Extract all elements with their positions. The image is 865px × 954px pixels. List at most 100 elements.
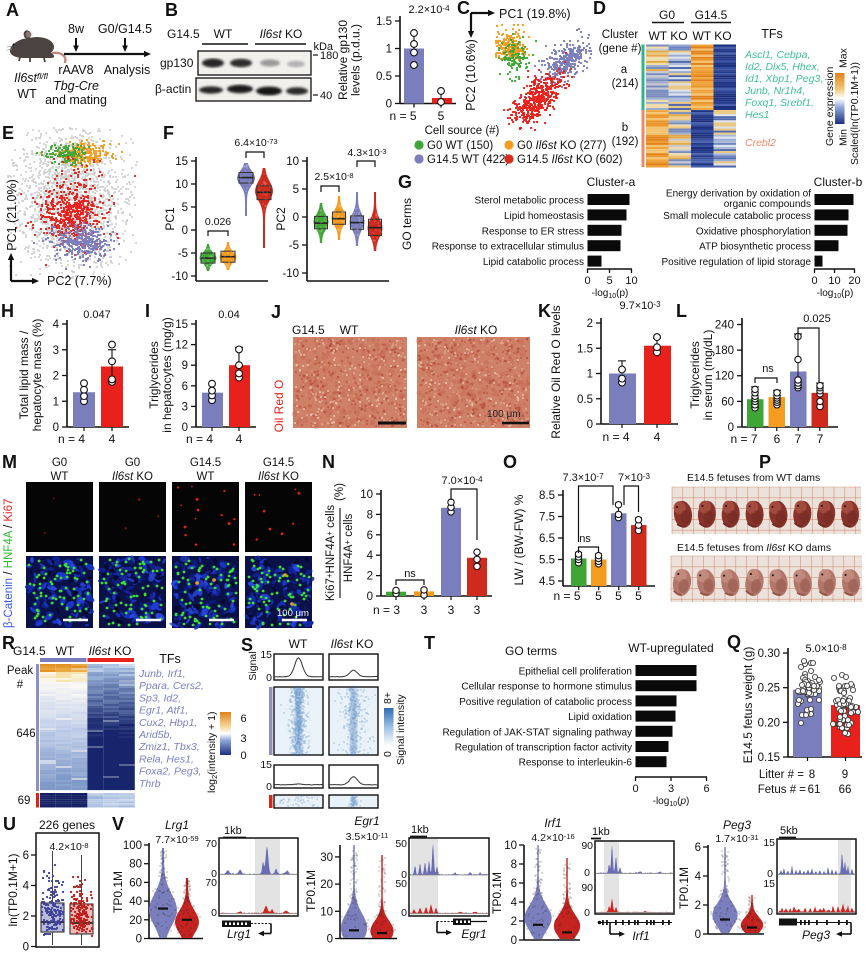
svg-text:Relative gp130: Relative gp130	[336, 20, 350, 100]
svg-text:and mating: and mating	[45, 93, 107, 107]
svg-text:PC2 (7.7%): PC2 (7.7%)	[47, 274, 112, 288]
svg-text:Regulation of transcription fa: Regulation of transcription factor activ…	[455, 743, 632, 754]
svg-text:Thrb: Thrb	[139, 778, 161, 790]
svg-text:240: 240	[715, 319, 734, 331]
svg-text:69: 69	[18, 795, 31, 807]
svg-text:5: 5	[438, 109, 445, 123]
svg-text:G0: G0	[52, 457, 67, 469]
svg-text:1kb: 1kb	[592, 826, 610, 838]
svg-text:n = 4: n = 4	[58, 432, 85, 446]
svg-text:4: 4	[53, 319, 60, 331]
svg-text:40: 40	[129, 896, 142, 908]
svg-text:Small molecule catabolic proce: Small molecule catabolic process	[663, 211, 811, 222]
svg-text:15: 15	[763, 837, 775, 849]
svg-text:6: 6	[367, 530, 373, 542]
svg-text:4: 4	[511, 897, 518, 909]
svg-text:5: 5	[182, 202, 188, 214]
svg-text:G0 WT (150): G0 WT (150)	[427, 140, 493, 152]
svg-text:Il6st KO: Il6st KO	[455, 323, 498, 337]
svg-text:TFs: TFs	[761, 27, 783, 41]
svg-text:Positive regulation of catabol: Positive regulation of catabolic process	[459, 697, 632, 708]
svg-text:L: L	[676, 301, 687, 321]
svg-text:60: 60	[721, 396, 734, 408]
svg-text:TP0.1M: TP0.1M	[304, 870, 318, 912]
svg-text:M: M	[2, 452, 17, 472]
svg-text:0: 0	[211, 907, 217, 919]
svg-text:5kb: 5kb	[780, 825, 798, 837]
svg-text:S: S	[241, 635, 253, 655]
svg-text:Positive regulation of lipid s: Positive regulation of lipid storage	[661, 257, 811, 268]
svg-text:6: 6	[23, 850, 29, 862]
svg-text:G14.5 Il6st KO (602): G14.5 Il6st KO (602)	[517, 154, 623, 166]
svg-text:646: 646	[16, 728, 35, 740]
svg-text:6.5: 6.5	[539, 533, 555, 545]
svg-text:2.5×10-8: 2.5×10-8	[314, 171, 353, 183]
svg-text:6: 6	[695, 842, 701, 854]
svg-text:PC1 (19.8%): PC1 (19.8%)	[499, 7, 571, 21]
svg-text:0: 0	[632, 783, 638, 795]
svg-text:0.5: 0.5	[577, 394, 593, 406]
svg-text:0: 0	[584, 867, 590, 879]
svg-text:20: 20	[848, 275, 860, 287]
svg-text:-log10(p): -log10(p)	[653, 796, 690, 808]
svg-text:Triglycerides: Triglycerides	[688, 341, 702, 409]
svg-text:Lipid oxidation: Lipid oxidation	[568, 712, 632, 723]
svg-text:Lipid homeostasis: Lipid homeostasis	[504, 211, 584, 222]
svg-text:8: 8	[367, 509, 373, 521]
svg-text:0: 0	[811, 275, 817, 287]
svg-text:0: 0	[728, 422, 734, 434]
svg-text:Il6st KO: Il6st KO	[331, 637, 374, 651]
svg-text:E14.5 fetus weight (g): E14.5 fetus weight (g)	[741, 647, 755, 764]
svg-text:4: 4	[23, 881, 30, 893]
svg-text:3: 3	[182, 401, 188, 413]
svg-text:O: O	[503, 452, 517, 472]
svg-text:Egr1: Egr1	[461, 927, 486, 941]
svg-text:G14.5: G14.5	[167, 27, 200, 41]
svg-text:8.5: 8.5	[539, 490, 555, 502]
svg-text:8w: 8w	[68, 22, 85, 36]
svg-text:10: 10	[175, 179, 188, 191]
svg-text:K: K	[538, 301, 551, 321]
svg-text:P: P	[759, 452, 771, 472]
svg-text:4: 4	[695, 871, 702, 883]
svg-text:50: 50	[395, 878, 407, 890]
svg-text:ln(TP0.1M+1): ln(TP0.1M+1)	[6, 853, 20, 926]
svg-text:4: 4	[367, 550, 374, 562]
svg-text:1: 1	[587, 369, 593, 381]
svg-text:2: 2	[511, 916, 517, 928]
svg-text:β-Catenin / HNF4A / Ki67: β-Catenin / HNF4A / Ki67	[3, 499, 15, 628]
svg-text:(214): (214)	[612, 78, 639, 90]
svg-text:8+: 8+	[382, 692, 394, 704]
svg-text:WT: WT	[197, 471, 215, 483]
svg-text:0.25: 0.25	[758, 683, 780, 695]
svg-text:Id2, Dlx5, Hhex,: Id2, Dlx5, Hhex,	[745, 61, 820, 73]
svg-text:F: F	[163, 123, 174, 143]
svg-text:15: 15	[175, 156, 188, 168]
svg-text:0.5: 0.5	[376, 71, 392, 83]
svg-text:LW / (BW-FW) %: LW / (BW-FW) %	[512, 494, 526, 585]
svg-text:10: 10	[625, 275, 637, 287]
svg-text:(gene #): (gene #)	[599, 43, 642, 55]
svg-text:7: 7	[795, 432, 802, 446]
svg-text:A: A	[6, 0, 19, 20]
svg-text:Irf1: Irf1	[632, 929, 649, 943]
svg-text:90: 90	[581, 882, 593, 894]
svg-text:5: 5	[635, 589, 642, 603]
svg-text:0: 0	[386, 99, 392, 111]
svg-text:WT KO: WT KO	[692, 29, 731, 43]
svg-text:3: 3	[448, 603, 455, 617]
svg-text:Il6st KO: Il6st KO	[89, 644, 132, 658]
svg-text:Epithelial cell proliferation: Epithelial cell proliferation	[519, 667, 632, 678]
svg-text:0: 0	[695, 929, 701, 941]
svg-text:Peg3: Peg3	[723, 818, 751, 832]
svg-text:Q: Q	[727, 632, 741, 652]
svg-text:0.047: 0.047	[83, 309, 111, 321]
svg-text:180: 180	[715, 345, 734, 357]
svg-text:8: 8	[809, 769, 815, 781]
svg-text:G0: G0	[125, 457, 140, 469]
svg-text:Ascl1, Cebpa,: Ascl1, Cebpa,	[744, 49, 810, 61]
svg-text:Il6st KO: Il6st KO	[112, 471, 153, 483]
svg-text:D: D	[593, 0, 606, 18]
svg-text:100 μm: 100 μm	[487, 409, 521, 420]
svg-text:20: 20	[129, 915, 142, 927]
